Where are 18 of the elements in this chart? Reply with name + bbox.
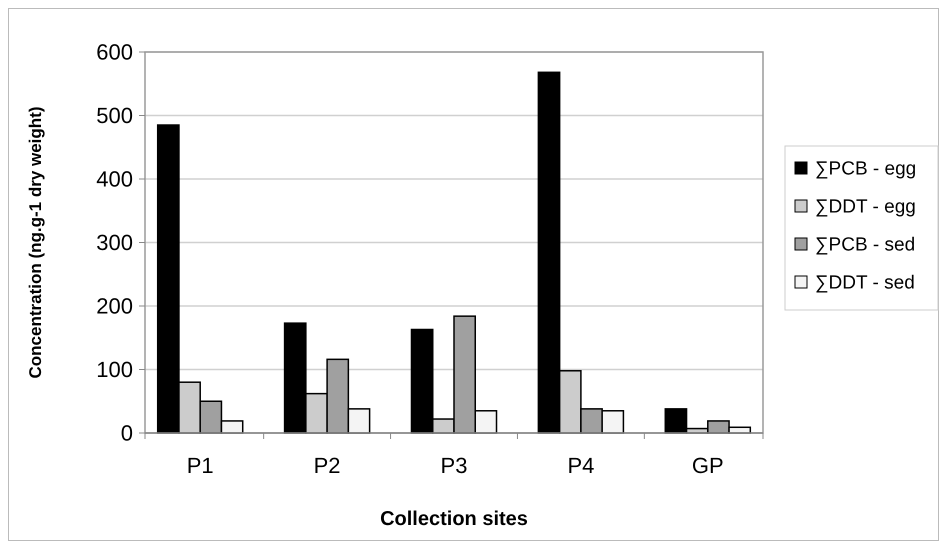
x-axis-title: Collection sites bbox=[380, 508, 528, 530]
x-tick-label: GP bbox=[692, 453, 724, 478]
y-tick-label: 300 bbox=[96, 230, 133, 256]
legend-label: ∑PCB - egg bbox=[815, 158, 916, 180]
x-tick-label: P2 bbox=[314, 453, 341, 478]
x-tick-label: P4 bbox=[567, 453, 594, 478]
y-axis-title: Concentration (ng.g-1 dry weight) bbox=[26, 106, 45, 378]
legend-label: ∑PCB - sed bbox=[815, 234, 916, 256]
legend-label: ∑DDT - egg bbox=[815, 196, 916, 218]
y-tick-label: 600 bbox=[96, 40, 133, 65]
y-tick-label: 200 bbox=[96, 294, 133, 319]
y-tick-label: 400 bbox=[96, 166, 133, 192]
x-tick-label: P3 bbox=[440, 453, 468, 478]
y-tick-label: 100 bbox=[96, 357, 133, 382]
y-tick-label: 0 bbox=[120, 420, 133, 446]
x-tick-label: P1 bbox=[186, 453, 214, 478]
y-tick-label: 500 bbox=[96, 103, 133, 128]
legend-label: ∑DDT - sed bbox=[815, 272, 915, 294]
